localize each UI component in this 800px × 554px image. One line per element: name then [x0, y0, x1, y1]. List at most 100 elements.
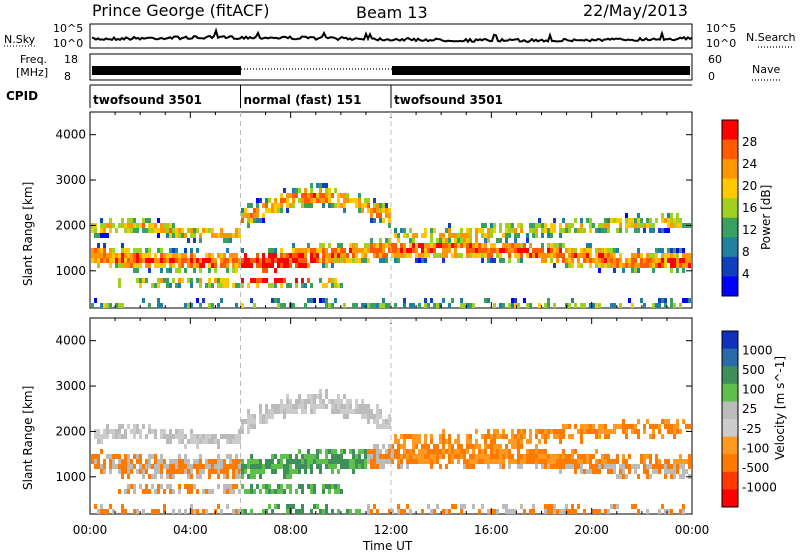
- heatmap-cell: [568, 434, 571, 439]
- heatmap-cell: [550, 228, 553, 233]
- heatmap-cell: [259, 414, 262, 419]
- heatmap-cell: [478, 449, 481, 454]
- heatmap-cell: [217, 233, 220, 238]
- heatmap-cell: [292, 303, 295, 308]
- heatmap-cell: [544, 223, 547, 228]
- heatmap-cell: [580, 434, 583, 439]
- heatmap-cell: [253, 258, 256, 263]
- heatmap-cell: [316, 464, 319, 469]
- heatmap-cell: [634, 464, 637, 469]
- heatmap-cell: [685, 424, 688, 429]
- heatmap-cell: [181, 469, 184, 474]
- heatmap-cell: [178, 484, 181, 489]
- heatmap-cell: [634, 253, 637, 258]
- heatmap-cell: [382, 298, 385, 303]
- y-tick-label: 2000: [55, 218, 86, 232]
- heatmap-cell: [595, 469, 598, 474]
- heatmap-cell: [190, 439, 193, 444]
- heatmap-cell: [118, 469, 121, 474]
- heatmap-cell: [535, 449, 538, 454]
- heatmap-cell: [463, 464, 466, 469]
- heatmap-cell: [514, 509, 517, 514]
- heatmap-cell: [148, 489, 151, 494]
- heatmap-cell: [337, 258, 340, 263]
- heatmap-cell: [178, 454, 181, 459]
- heatmap-cell: [550, 459, 553, 464]
- heatmap-cell: [682, 509, 685, 514]
- heatmap-cell: [109, 429, 112, 434]
- heatmap-cell: [259, 419, 262, 424]
- heatmap-cell: [193, 439, 196, 444]
- heatmap-cell: [316, 459, 319, 464]
- heatmap-cell: [496, 253, 499, 258]
- heatmap-cell: [640, 218, 643, 223]
- heatmap-cell: [190, 253, 193, 258]
- heatmap-cell: [553, 263, 556, 268]
- heatmap-cell: [289, 203, 292, 208]
- heatmap-cell: [634, 218, 637, 223]
- heatmap-cell: [124, 263, 127, 268]
- heatmap-cell: [247, 419, 250, 424]
- heatmap-cell: [562, 434, 565, 439]
- heatmap-cell: [259, 459, 262, 464]
- heatmap-cell: [580, 464, 583, 469]
- heatmap-cell: [472, 253, 475, 258]
- heatmap-cell: [283, 489, 286, 494]
- heatmap-cell: [397, 248, 400, 253]
- heatmap-cell: [379, 218, 382, 223]
- heatmap-cell: [661, 298, 664, 303]
- heatmap-cell: [232, 439, 235, 444]
- heatmap-cell: [364, 258, 367, 263]
- heatmap-cell: [178, 278, 181, 283]
- heatmap-cell: [406, 233, 409, 238]
- heatmap-cell: [379, 449, 382, 454]
- heatmap-cell: [226, 504, 229, 509]
- heatmap-cell: [550, 253, 553, 258]
- heatmap-cell: [304, 399, 307, 404]
- heatmap-cell: [649, 228, 652, 233]
- heatmap-cell: [430, 228, 433, 233]
- heatmap-cell: [250, 484, 253, 489]
- heatmap-cell: [103, 253, 106, 258]
- heatmap-cell: [517, 459, 520, 464]
- heatmap-cell: [142, 228, 145, 233]
- heatmap-cell: [616, 263, 619, 268]
- heatmap-cell: [130, 464, 133, 469]
- heatmap-cell: [574, 464, 577, 469]
- heatmap-cell: [484, 449, 487, 454]
- heatmap-cell: [595, 509, 598, 514]
- heatmap-cell: [355, 404, 358, 409]
- heatmap-cell: [493, 454, 496, 459]
- velocity-colorbar-label: Velocity [m s^-1]: [773, 356, 787, 460]
- heatmap-cell: [652, 268, 655, 273]
- heatmap-cell: [577, 429, 580, 434]
- heatmap-cell: [619, 424, 622, 429]
- heatmap-cell: [427, 454, 430, 459]
- colorbar-tick-label: 28: [742, 135, 757, 149]
- heatmap-cell: [535, 228, 538, 233]
- heatmap-cell: [193, 253, 196, 258]
- heatmap-cell: [169, 228, 172, 233]
- heatmap-cell: [661, 248, 664, 253]
- heatmap-cell: [544, 449, 547, 454]
- heatmap-cell: [382, 243, 385, 248]
- heatmap-cell: [517, 444, 520, 449]
- heatmap-cell: [322, 193, 325, 198]
- heatmap-cell: [235, 464, 238, 469]
- heatmap-cell: [355, 509, 358, 514]
- heatmap-cell: [226, 469, 229, 474]
- heatmap-cell: [670, 258, 673, 263]
- freq-band-right: [392, 66, 690, 75]
- heatmap-cell: [433, 459, 436, 464]
- heatmap-cell: [151, 464, 154, 469]
- heatmap-cell: [436, 459, 439, 464]
- heatmap-cell: [301, 253, 304, 258]
- heatmap-cell: [265, 203, 268, 208]
- heatmap-cell: [598, 223, 601, 228]
- heatmap-cell: [568, 509, 571, 514]
- heatmap-cell: [376, 414, 379, 419]
- heatmap-cell: [373, 504, 376, 509]
- heatmap-cell: [322, 459, 325, 464]
- heatmap-cell: [337, 399, 340, 404]
- heatmap-cell: [286, 459, 289, 464]
